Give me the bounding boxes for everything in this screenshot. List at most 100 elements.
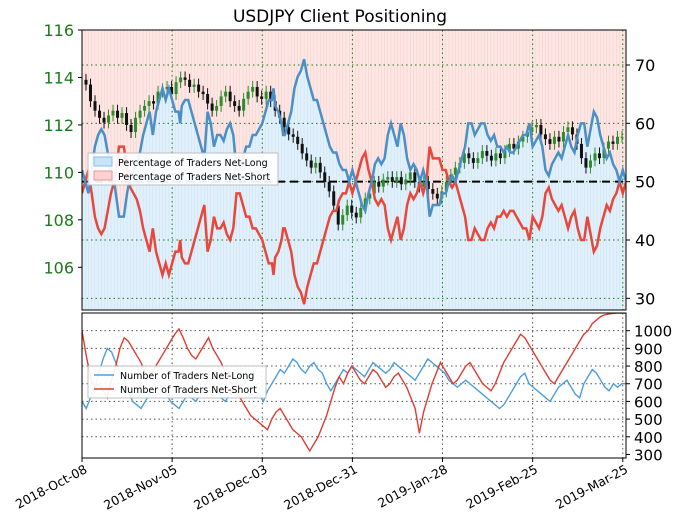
candle-down: [431, 188, 435, 194]
candle-up: [404, 179, 408, 185]
candle-down: [197, 84, 201, 92]
candle-up: [453, 167, 457, 175]
candle-down: [287, 127, 291, 135]
candle-down: [237, 105, 241, 111]
candle-up: [359, 207, 363, 218]
candle-up: [120, 113, 124, 118]
candle-up: [174, 82, 178, 95]
candle-down: [597, 153, 601, 159]
percent-tick-label: 60: [635, 114, 655, 133]
top-frame: [81, 29, 627, 311]
candle-down: [323, 172, 327, 182]
x-tick-label: 2018-Dec-31: [281, 461, 360, 512]
candle-down: [255, 86, 259, 97]
candle-down: [336, 205, 340, 225]
candle-up: [530, 127, 534, 133]
legend-label-count-net-long: Number of Traders Net-Long: [120, 371, 254, 382]
candle-down: [291, 134, 295, 137]
price-tick-label: 110: [43, 163, 74, 182]
candle-down: [260, 96, 264, 99]
candle-down: [125, 113, 129, 125]
candle-up: [386, 177, 390, 180]
candle-up: [395, 177, 399, 182]
candle-up: [345, 205, 349, 216]
percent-tick-label: 30: [635, 289, 655, 308]
candle-up: [588, 160, 592, 168]
price-tick-label: 112: [43, 116, 74, 135]
candle-up: [134, 117, 138, 133]
candle-up: [494, 153, 498, 161]
candle-up: [219, 96, 223, 106]
candle-down: [584, 158, 588, 168]
candle-up: [179, 77, 183, 83]
bottom-legend: Number of Traders Net-Long Number of Trad…: [87, 365, 267, 399]
candle-up: [341, 215, 345, 225]
candle-down: [282, 117, 286, 128]
legend-label-net-long: Percentage of Traders Net-Long: [118, 158, 268, 169]
candle-down: [201, 91, 205, 95]
candle-down: [318, 162, 322, 173]
candle-up: [372, 181, 376, 194]
candle-down: [467, 153, 471, 159]
candle-down: [269, 91, 273, 102]
candle-up: [107, 115, 111, 123]
candle-down: [512, 143, 516, 149]
count-tick-label: 600: [634, 393, 663, 411]
candle-up: [314, 162, 318, 168]
candle-up: [381, 179, 385, 187]
net-short-line: [82, 145, 626, 305]
candle-down: [399, 177, 403, 185]
candle-down: [210, 103, 214, 111]
candle-up: [156, 91, 160, 104]
candle-down: [570, 127, 574, 135]
count-tick-label: 700: [634, 376, 663, 394]
percent-tick-label: 70: [635, 56, 655, 75]
candle-down: [170, 86, 174, 95]
candle-up: [561, 132, 565, 142]
candle-down: [390, 177, 394, 182]
candle-up: [552, 136, 556, 144]
net-short-area: [82, 30, 626, 217]
legend-label-net-short: Percentage of Traders Net-Short: [118, 172, 270, 183]
x-tick-label: 2019-Mar-25: [553, 461, 630, 512]
candle-up: [363, 198, 367, 208]
candle-up: [462, 153, 466, 163]
candle-down: [296, 136, 300, 144]
candle-down: [435, 193, 439, 199]
candle-down: [543, 134, 547, 140]
candle-down: [498, 153, 502, 159]
candle-up: [480, 151, 484, 159]
candle-down: [557, 136, 561, 142]
candle-down: [188, 79, 192, 87]
candle-down: [116, 110, 120, 118]
candle-down: [102, 117, 106, 123]
x-tick-label: 2019-Jan-28: [375, 461, 450, 510]
candle-down: [377, 181, 381, 187]
count-tick-label: 500: [634, 411, 663, 429]
candle-up: [111, 110, 115, 116]
count-tick-label: 1000: [634, 323, 672, 341]
count-tick-label: 800: [634, 358, 663, 376]
candle-down: [305, 153, 309, 161]
chart-title: USDJPY Client Positioning: [233, 7, 447, 27]
candle-down: [579, 143, 583, 159]
candle-up: [534, 124, 538, 128]
candle-up: [615, 136, 619, 144]
top-legend-box: [87, 152, 279, 186]
candle-down: [152, 101, 156, 104]
candle-up: [246, 91, 250, 99]
x-axis: 2018-Oct-08 2018-Nov-05 2018-Dec-03 2018-De…: [13, 458, 630, 513]
percent-lines: [82, 58, 626, 305]
price-tick-label: 108: [43, 211, 74, 230]
candle-down: [98, 110, 102, 118]
candle-down: [413, 172, 417, 182]
bottom-lines: [82, 313, 626, 453]
candle-down: [426, 181, 430, 189]
x-tick-label: 2019-Feb-25: [463, 461, 540, 511]
candle-up: [242, 98, 246, 111]
bottom-legend-box: [87, 365, 267, 399]
count-tick-label: 400: [634, 429, 663, 447]
candle-up: [593, 153, 597, 161]
candle-down: [228, 91, 232, 102]
